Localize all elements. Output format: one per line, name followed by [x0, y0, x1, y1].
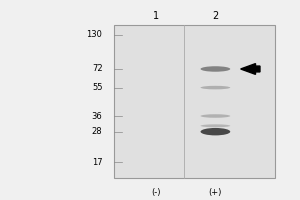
Text: (-): (-): [151, 188, 161, 197]
Text: 72: 72: [92, 64, 102, 73]
Text: 130: 130: [87, 30, 102, 39]
Text: 28: 28: [92, 127, 102, 136]
FancyArrow shape: [241, 64, 260, 74]
Text: 1: 1: [153, 11, 159, 21]
Ellipse shape: [200, 128, 230, 135]
Text: 2: 2: [212, 11, 218, 21]
Ellipse shape: [200, 124, 230, 127]
Text: 55: 55: [92, 83, 102, 92]
Text: (+): (+): [209, 188, 222, 197]
Ellipse shape: [200, 86, 230, 89]
FancyBboxPatch shape: [114, 25, 275, 178]
Text: 17: 17: [92, 158, 102, 167]
Text: 36: 36: [92, 112, 102, 121]
Ellipse shape: [200, 66, 230, 72]
Ellipse shape: [200, 114, 230, 118]
